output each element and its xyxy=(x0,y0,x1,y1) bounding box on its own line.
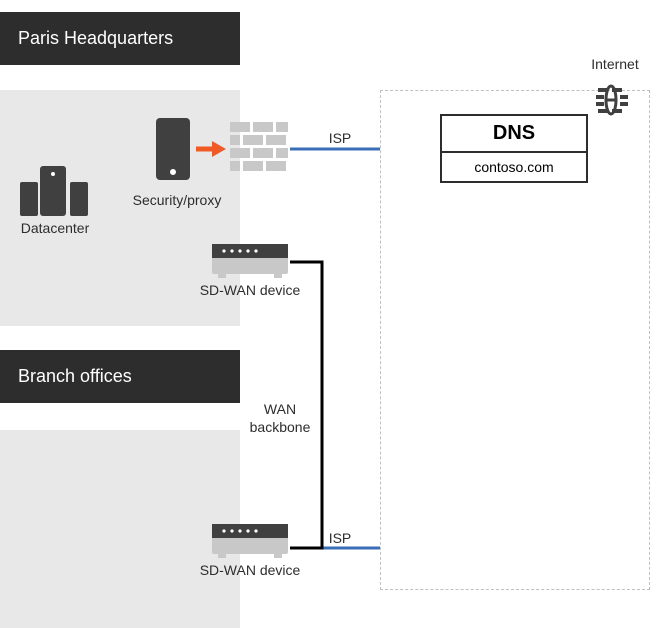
sdwan-top-label: SD-WAN device xyxy=(190,282,310,298)
isp-bottom-label: ISP xyxy=(320,530,360,546)
wan-backbone-label: WANbackbone xyxy=(240,400,320,436)
datacenter-label: Datacenter xyxy=(10,220,100,236)
hq-header: Paris Headquarters xyxy=(0,12,240,65)
branch-panel xyxy=(0,430,240,628)
branch-header: Branch offices xyxy=(0,350,240,403)
security-proxy-label: Security/proxy xyxy=(122,192,232,208)
isp-top-label: ISP xyxy=(320,130,360,146)
sdwan-bottom-label: SD-WAN device xyxy=(190,562,310,578)
dns-domain: contoso.com xyxy=(442,153,586,181)
dns-title: DNS xyxy=(442,116,586,153)
internet-label: Internet xyxy=(580,56,650,72)
hq-header-text: Paris Headquarters xyxy=(18,28,173,48)
branch-header-text: Branch offices xyxy=(18,366,132,386)
dns-box: DNS contoso.com xyxy=(440,114,588,183)
